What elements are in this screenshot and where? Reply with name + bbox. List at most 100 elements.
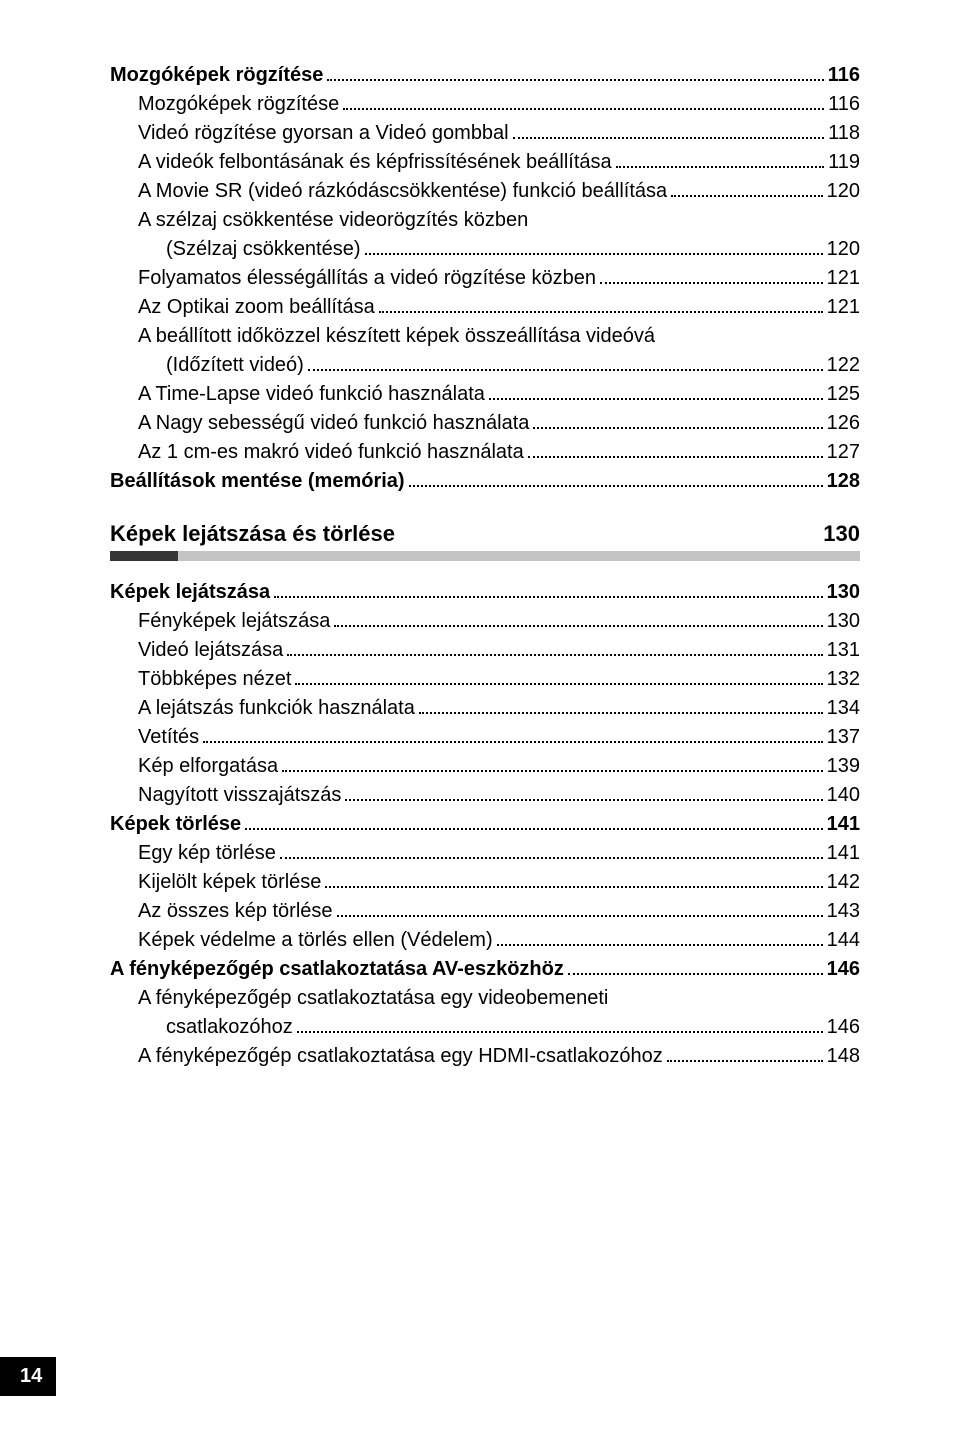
toc-entry-text: A Movie SR (videó rázkódáscsökkentése) f… (138, 178, 667, 205)
toc-entry-page: 121 (827, 294, 860, 321)
toc-entry-text: A beállított időközzel készített képek ö… (138, 323, 655, 350)
toc-entry-page: 128 (827, 468, 860, 495)
toc-entry-text: Nagyított visszajátszás (138, 782, 341, 809)
toc-entry-page: 144 (827, 927, 860, 954)
toc-dots (327, 79, 823, 81)
toc-dots (297, 1031, 823, 1033)
toc-dots (308, 369, 823, 371)
toc-dots (274, 596, 823, 598)
toc-entry-text: Kijelölt képek törlése (138, 869, 321, 896)
toc-dots (489, 398, 823, 400)
toc-entry: Nagyított visszajátszás 140 (110, 782, 860, 809)
toc-entry-text: Többképes nézet (138, 666, 291, 693)
section-bar-dark (110, 551, 178, 561)
toc-entry-text: A Time-Lapse videó funkció használata (138, 381, 485, 408)
toc-entry-page: 116 (828, 91, 860, 118)
toc-entry: Képek lejátszása 130 (110, 579, 860, 606)
toc-entry-text: A fényképezőgép csatlakoztatása AV-eszkö… (110, 956, 564, 983)
toc-entry: Mozgóképek rögzítése116 (110, 62, 860, 89)
toc-entry-page: 121 (827, 265, 860, 292)
toc-entry-text: (Időzített videó) (166, 352, 304, 379)
toc-entry: Egy kép törlése 141 (110, 840, 860, 867)
toc-entry-page: 120 (827, 236, 860, 263)
page-number-text: 14 (20, 1365, 42, 1387)
toc-dots (295, 683, 822, 685)
section-title: Képek lejátszása és törlése (110, 521, 395, 547)
toc-dots (533, 427, 822, 429)
toc-entry-page: 120 (827, 178, 860, 205)
toc-entry: A Time-Lapse videó funkció használata 125 (110, 381, 860, 408)
toc-dots (600, 282, 823, 284)
toc-dots (568, 973, 823, 975)
toc-entry-text: Folyamatos élességállítás a videó rögzít… (138, 265, 596, 292)
toc-bottom-list: Képek lejátszása 130 Fényképek lejátszása 1… (110, 579, 860, 1070)
toc-dots (343, 108, 824, 110)
toc-entry-text: A Nagy sebességű videó funkció használat… (138, 410, 529, 437)
page-number: 14 (0, 1357, 56, 1396)
toc-entry-page: 122 (827, 352, 860, 379)
toc-entry: Folyamatos élességállítás a videó rögzít… (110, 265, 860, 292)
toc-entry-text: A szélzaj csökkentése videorögzítés közb… (138, 207, 528, 234)
toc-entry: Kép elforgatása 139 (110, 753, 860, 780)
toc-entry-page: 126 (827, 410, 860, 437)
section-bar (110, 551, 860, 561)
toc-entry-page: 141 (827, 840, 860, 867)
toc-entry: Többképes nézet 132 (110, 666, 860, 693)
toc-entry-page: 134 (827, 695, 860, 722)
toc-entry-page: 130 (827, 579, 860, 606)
toc-entry-page: 118 (828, 120, 860, 147)
toc-entry: Az Optikai zoom beállítása 121 (110, 294, 860, 321)
toc-dots (528, 456, 823, 458)
toc-dots (497, 944, 823, 946)
toc-entry-page: 132 (827, 666, 860, 693)
toc-entry-text: Kép elforgatása (138, 753, 278, 780)
toc-entry-text: Beállítások mentése (memória) (110, 468, 405, 495)
toc-entry: Képek védelme a törlés ellen (Védelem) 14… (110, 927, 860, 954)
toc-entry-text: csatlakozóhoz (166, 1014, 293, 1041)
toc-entry: (Időzített videó) 122 (110, 352, 860, 379)
toc-entry-page: 146 (827, 956, 860, 983)
toc-entry-text: Az 1 cm-es makró videó funkció használat… (138, 439, 524, 466)
toc-entry-page: 140 (827, 782, 860, 809)
toc-dots (203, 741, 822, 743)
toc-entry-text: Fényképek lejátszása (138, 608, 330, 635)
toc-entry-text: A lejátszás funkciók használata (138, 695, 415, 722)
toc-entry-text: A fényképezőgép csatlakoztatása egy vide… (138, 985, 608, 1012)
toc-entry: A fényképezőgép csatlakoztatása AV-eszkö… (110, 956, 860, 983)
toc-entry-page: 141 (827, 811, 860, 838)
toc-entry: A lejátszás funkciók használata 134 (110, 695, 860, 722)
toc-entry-page: 142 (827, 869, 860, 896)
toc-entry-page: 125 (827, 381, 860, 408)
toc-entry-text: Képek törlése (110, 811, 241, 838)
toc-dots (287, 654, 822, 656)
toc-dots (671, 195, 822, 197)
toc-entry-text: A videók felbontásának és képfrissítésén… (138, 149, 612, 176)
toc-dots (365, 253, 823, 255)
toc-entry: A fényképezőgép csatlakoztatása egy vide… (110, 985, 860, 1012)
toc-entry: A videók felbontásának és képfrissítésén… (110, 149, 860, 176)
toc-entry: Képek törlése 141 (110, 811, 860, 838)
toc-entry-text: Mozgóképek rögzítése (110, 62, 323, 89)
section-header: Képek lejátszása és törlése 130 (110, 521, 860, 547)
toc-entry-page: 143 (827, 898, 860, 925)
toc-entry-page: 137 (827, 724, 860, 751)
toc-entry-text: Vetítés (138, 724, 199, 751)
toc-dots (337, 915, 823, 917)
toc-entry-page: 139 (827, 753, 860, 780)
toc-dots (409, 485, 823, 487)
toc-dots (334, 625, 822, 627)
toc-entry-page: 131 (827, 637, 860, 664)
toc-entry: A beállított időközzel készített képek ö… (110, 323, 860, 350)
toc-entry-text: Egy kép törlése (138, 840, 276, 867)
toc-entry-text: Az Optikai zoom beállítása (138, 294, 375, 321)
toc-entry: Az 1 cm-es makró videó funkció használat… (110, 439, 860, 466)
toc-entry-text: Az összes kép törlése (138, 898, 333, 925)
toc-entry-text: Képek lejátszása (110, 579, 270, 606)
section-bar-light (178, 551, 861, 561)
toc-entry-text: Képek védelme a törlés ellen (Védelem) (138, 927, 493, 954)
toc-entry: A Movie SR (videó rázkódáscsökkentése) f… (110, 178, 860, 205)
toc-entry-text: Videó rögzítése gyorsan a Videó gombbal (138, 120, 509, 147)
toc-entry-page: 130 (827, 608, 860, 635)
toc-dots (419, 712, 823, 714)
toc-entry-page: 119 (828, 149, 860, 176)
